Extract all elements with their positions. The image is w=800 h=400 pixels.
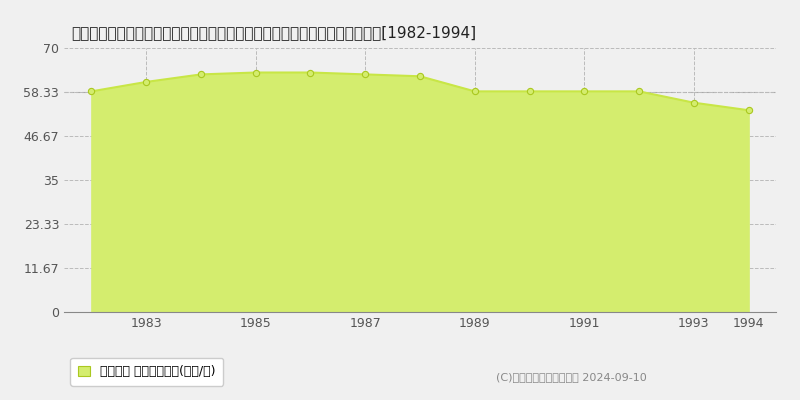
Text: 大分県津久見市大字津久見浦字角尾崎３８２１番３外　地価公示　地価推移[1982-1994]: 大分県津久見市大字津久見浦字角尾崎３８２１番３外 地価公示 地価推移[1982-… [71,25,476,40]
Text: (C)土地価格ドットコム　 2024-09-10: (C)土地価格ドットコム 2024-09-10 [496,372,646,382]
Legend: 地価公示 　平均坪単価(万円/坪): 地価公示 平均坪単価(万円/坪) [70,358,223,386]
